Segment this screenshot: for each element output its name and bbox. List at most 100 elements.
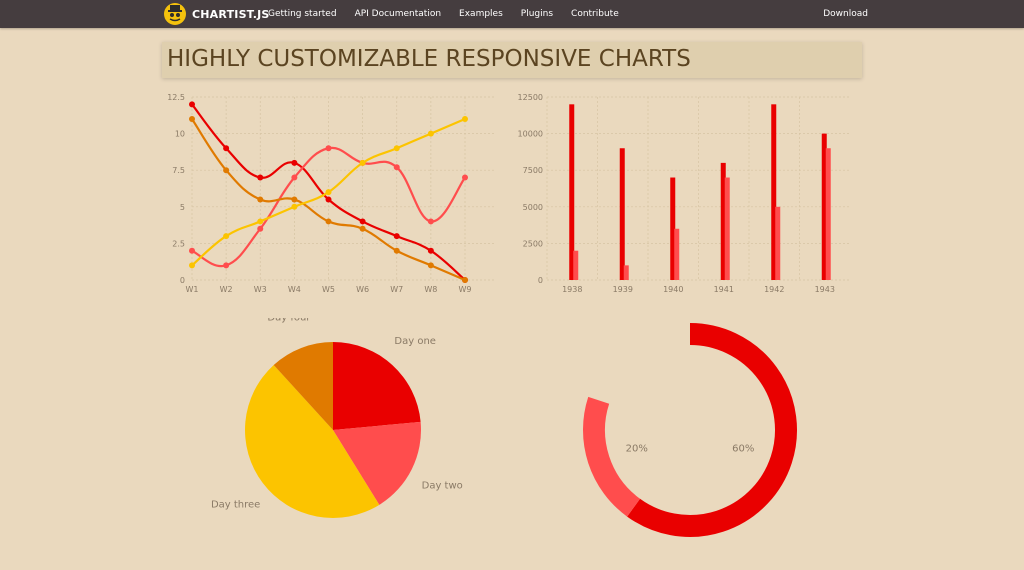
pie-slice-label: Day four xyxy=(267,318,311,323)
line-y-tick-label: 7.5 xyxy=(172,166,185,175)
bar-y-tick-label: 7500 xyxy=(523,166,543,175)
bar-1940-series-1 xyxy=(670,177,676,280)
bar-x-tick-label: 1940 xyxy=(663,285,683,294)
bar-x-tick-label: 1939 xyxy=(613,285,633,294)
line-y-tick-label: 2.5 xyxy=(172,239,185,248)
hero-banner: HIGHLY CUSTOMIZABLE RESPONSIVE CHARTS xyxy=(162,42,862,78)
pie-slice-label: Day three xyxy=(211,500,260,511)
line-point xyxy=(325,145,332,152)
bar-y-tick-label: 0 xyxy=(538,276,543,285)
bar-y-tick-label: 12500 xyxy=(518,93,543,102)
bar-y-tick-label: 5000 xyxy=(523,203,543,212)
line-point xyxy=(427,218,434,225)
line-point xyxy=(189,247,195,254)
line-point xyxy=(189,115,195,122)
nav-link-examples[interactable]: Examples xyxy=(459,9,503,19)
download-link[interactable]: Download xyxy=(823,9,868,19)
line-point xyxy=(257,196,264,203)
nav-link-contribute[interactable]: Contribute xyxy=(571,9,619,19)
pie-slice-3 xyxy=(245,364,380,518)
donut-segment-label: 20% xyxy=(626,443,648,454)
line-x-tick-label: W2 xyxy=(220,285,233,294)
line-point xyxy=(291,174,298,181)
line-point xyxy=(393,247,400,254)
brand-name: CHARTIST.JS xyxy=(192,7,270,21)
line-point xyxy=(325,218,332,225)
line-point xyxy=(393,164,400,171)
line-point xyxy=(462,115,468,122)
line-point xyxy=(223,233,230,240)
line-point xyxy=(427,130,434,137)
donut-segment-1 xyxy=(627,323,797,537)
chartist-logo-icon xyxy=(164,3,186,25)
line-point xyxy=(393,233,400,240)
donut-chart: 60% 20% xyxy=(583,323,797,537)
bar-chart: 0 2500 5000 7500 10000 12500 1938 1939 1940 1941 1… xyxy=(518,93,850,294)
line-point xyxy=(325,189,332,196)
line-x-tick-label: W1 xyxy=(186,285,199,294)
pie-slice-label: Day two xyxy=(422,480,463,491)
pie-slice-2 xyxy=(333,421,421,505)
bar-1940-series-2 xyxy=(674,228,680,280)
bar-x-tick-label: 1938 xyxy=(562,285,582,294)
nav-link-api-documentation[interactable]: API Documentation xyxy=(354,9,442,19)
line-x-tick-label: W3 xyxy=(254,285,267,294)
pie-slice-label: Day one xyxy=(394,336,436,347)
line-chart: 0 2.5 5 7.5 10 12.5 W1 W2 W3 W4 W5 W6 W7 W8 W9 xyxy=(167,93,495,294)
bar-1942-series-2 xyxy=(775,206,781,280)
nav-links: Getting started API Documentation Exampl… xyxy=(268,0,637,28)
pie-slice-1 xyxy=(333,342,421,430)
line-y-tick-label: 10 xyxy=(175,130,185,139)
line-x-tick-label: W9 xyxy=(459,285,472,294)
line-x-tick-label: W8 xyxy=(424,285,437,294)
nav-link-plugins[interactable]: Plugins xyxy=(520,9,554,19)
bar-x-tick-label: 1943 xyxy=(815,285,835,294)
bar-y-tick-label: 2500 xyxy=(523,239,543,248)
line-y-tick-label: 12.5 xyxy=(167,93,185,102)
bar-1943-series-2 xyxy=(825,148,831,280)
donut-segment-label: 60% xyxy=(732,443,754,454)
line-point xyxy=(223,167,230,174)
pie-chart: Day one Day two Day three Day four xyxy=(211,318,463,518)
line-point xyxy=(427,262,434,269)
line-point xyxy=(189,262,195,269)
line-y-tick-label: 0 xyxy=(180,276,185,285)
bar-x-tick-label: 1941 xyxy=(714,285,734,294)
brand[interactable]: CHARTIST.JS xyxy=(164,2,270,26)
bar-1943-series-1 xyxy=(821,133,827,280)
line-point xyxy=(223,145,230,152)
line-point xyxy=(257,225,264,232)
line-point xyxy=(359,225,366,232)
line-x-tick-label: W4 xyxy=(288,285,301,294)
bar-1942-series-1 xyxy=(771,104,777,280)
line-point xyxy=(257,174,264,181)
line-point xyxy=(257,218,264,225)
line-x-tick-label: W6 xyxy=(356,285,369,294)
line-point xyxy=(359,218,366,225)
bar-1941-series-1 xyxy=(720,162,726,280)
bar-1938-series-1 xyxy=(569,104,575,280)
line-point xyxy=(291,203,298,210)
line-point xyxy=(291,159,298,166)
donut-segment-2 xyxy=(583,396,641,517)
top-navbar: CHARTIST.JS Getting started API Document… xyxy=(0,0,1024,28)
hero-title: HIGHLY CUSTOMIZABLE RESPONSIVE CHARTS xyxy=(167,46,691,72)
line-point xyxy=(462,174,468,181)
line-y-tick-label: 5 xyxy=(180,203,185,212)
nav-link-getting-started[interactable]: Getting started xyxy=(268,9,337,19)
line-point xyxy=(223,262,230,269)
bar-x-tick-label: 1942 xyxy=(764,285,784,294)
line-point xyxy=(189,101,195,108)
line-point xyxy=(325,196,332,203)
bar-1938-series-2 xyxy=(573,250,579,280)
bar-y-tick-label: 10000 xyxy=(518,130,543,139)
pie-slice-4 xyxy=(273,342,333,430)
line-point xyxy=(359,159,366,166)
line-x-tick-label: W5 xyxy=(322,285,335,294)
bar-1941-series-2 xyxy=(724,177,730,280)
bar-1939-series-2 xyxy=(623,265,629,280)
line-x-tick-label: W7 xyxy=(390,285,403,294)
line-point xyxy=(291,196,298,203)
bar-1939-series-1 xyxy=(619,148,625,280)
line-point xyxy=(427,247,434,254)
